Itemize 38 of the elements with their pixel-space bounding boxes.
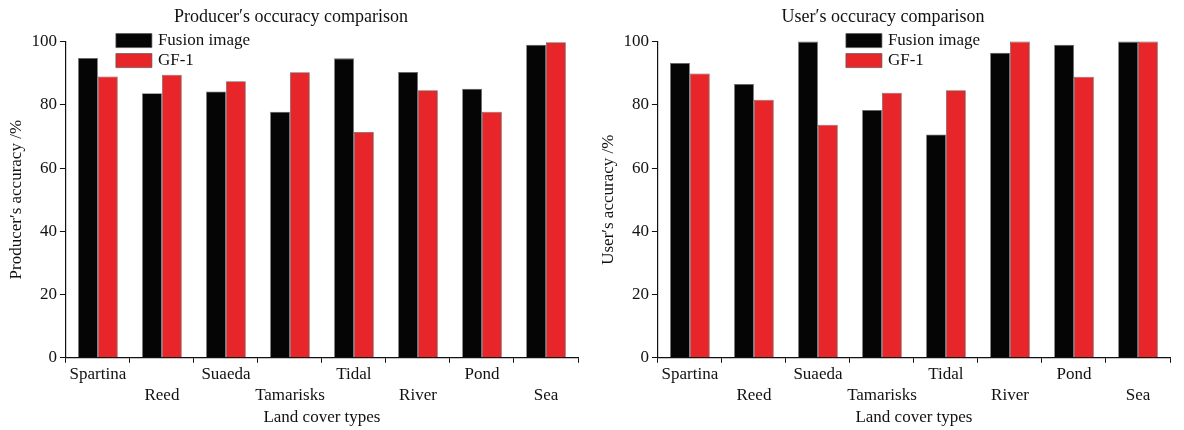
x-tick-label: Spartina xyxy=(661,364,719,384)
y-tick-label: 80 xyxy=(39,94,57,114)
x-tick-label: Suaeda xyxy=(201,364,251,384)
y-tick-label: 100 xyxy=(623,31,649,51)
y-tick-label: 40 xyxy=(39,220,57,240)
x-tick-label: Reed xyxy=(736,384,772,404)
y-tick-label: 100 xyxy=(31,31,57,51)
y-tick-label: 0 xyxy=(48,347,57,367)
x-axis-title: Land cover types xyxy=(263,407,381,427)
y-tick-label: 40 xyxy=(631,220,649,240)
y-tick-label: 80 xyxy=(631,94,649,114)
x-tick-label: River xyxy=(991,384,1030,404)
x-tick-label: Tidal xyxy=(928,364,964,384)
x-axis-title: Land cover types xyxy=(855,407,973,427)
legend-label: GF-1 xyxy=(157,50,194,70)
y-tick-label: 0 xyxy=(640,347,649,367)
y-tick-label: 60 xyxy=(631,157,649,177)
chart-title: Producer′s occuracy comparison xyxy=(174,5,408,26)
legend-label: Fusion image xyxy=(887,30,980,50)
x-tick-label: Reed xyxy=(144,384,180,404)
legend-label: GF-1 xyxy=(887,50,924,70)
x-tick-label: Spartina xyxy=(69,364,127,384)
y-axis-title: Producer′s accuracy /% xyxy=(5,119,25,280)
x-tick-label: Pond xyxy=(464,364,500,384)
y-tick-label: 20 xyxy=(39,284,57,304)
x-tick-label: Sea xyxy=(1125,384,1151,404)
x-tick-label: River xyxy=(399,384,438,404)
x-tick-label: Tamarisks xyxy=(255,384,325,404)
x-tick-label: Suaeda xyxy=(793,364,843,384)
x-tick-label: Tidal xyxy=(336,364,372,384)
chart-title: User′s occuracy comparison xyxy=(781,5,985,26)
x-tick-label: Pond xyxy=(1056,364,1092,384)
legend-label: Fusion image xyxy=(157,30,250,50)
y-tick-label: 60 xyxy=(39,157,57,177)
y-axis-title: User′s accuracy /% xyxy=(597,134,617,265)
y-tick-label: 20 xyxy=(631,284,649,304)
x-tick-label: Sea xyxy=(533,384,559,404)
x-tick-label: Tamarisks xyxy=(847,384,917,404)
